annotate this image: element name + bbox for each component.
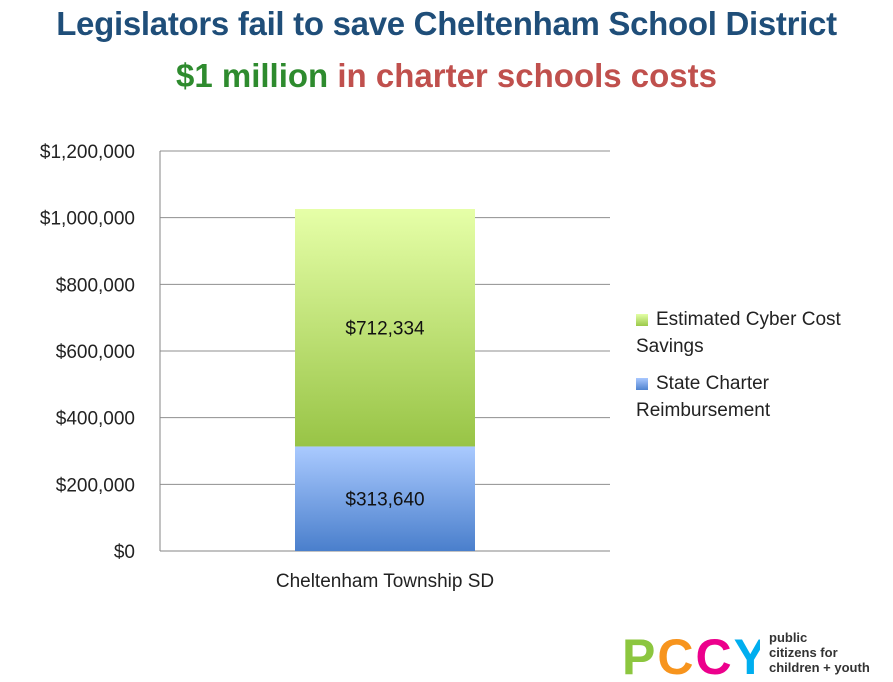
- pccy-logo: PCCY: [622, 629, 760, 680]
- legend-label-line1: Estimated Cyber Cost: [656, 309, 841, 330]
- legend-swatch-cyber: [636, 313, 648, 326]
- y-tick-label: $800,000: [56, 275, 135, 296]
- logo-text-line: children + youth: [769, 660, 870, 675]
- logo-letter: Y: [734, 629, 760, 680]
- legend-item-state-reimbursement: State Charter Reimbursement: [636, 370, 770, 424]
- data-label: $313,640: [345, 490, 424, 511]
- pccy-logo-letters: PCCY: [622, 629, 760, 680]
- logo-letter: P: [622, 629, 657, 680]
- bar-segment: [295, 446, 475, 551]
- logo-letter: C: [657, 629, 695, 680]
- logo-text-line: public: [769, 630, 808, 645]
- chart-title: Legislators fail to save Cheltenham Scho…: [56, 5, 837, 42]
- y-tick-label: $1,000,000: [40, 209, 135, 230]
- legend-swatch-state: [636, 377, 648, 390]
- y-tick-label: $0: [114, 542, 135, 563]
- chart-subtitle: $1 million in charter schools costs: [0, 54, 893, 98]
- y-tick-label: $200,000: [56, 475, 135, 496]
- subtitle-rest: in charter schools costs: [337, 57, 718, 94]
- y-tick-label: $600,000: [56, 342, 135, 363]
- logo-text-line: citizens for: [769, 645, 838, 660]
- data-label: $712,334: [345, 319, 425, 340]
- legend-item-cyber-savings: Estimated Cyber Cost Savings: [636, 306, 841, 360]
- y-tick-label: $1,200,000: [40, 142, 135, 163]
- x-category-label: Cheltenham Township SD: [276, 571, 494, 592]
- logo-letter: C: [695, 629, 733, 680]
- legend-label-line2: Reimbursement: [636, 400, 771, 421]
- bars: [295, 209, 475, 551]
- bar-segment: [295, 209, 475, 447]
- y-axis-ticks: $0 $200,000 $400,000 $600,000 $800,000 $1,000…: [40, 142, 135, 563]
- x-axis-labels: Cheltenham Township SD: [276, 571, 494, 592]
- pccy-logo-text: public citizens for children + youth: [769, 630, 870, 675]
- y-tick-label: $400,000: [56, 409, 135, 430]
- subtitle-amount: $1 million: [175, 57, 329, 94]
- legend-label-line1: State Charter: [656, 373, 769, 394]
- legend-label-line2: Savings: [636, 336, 704, 357]
- bar-labels: $313,640 $712,334: [345, 319, 425, 511]
